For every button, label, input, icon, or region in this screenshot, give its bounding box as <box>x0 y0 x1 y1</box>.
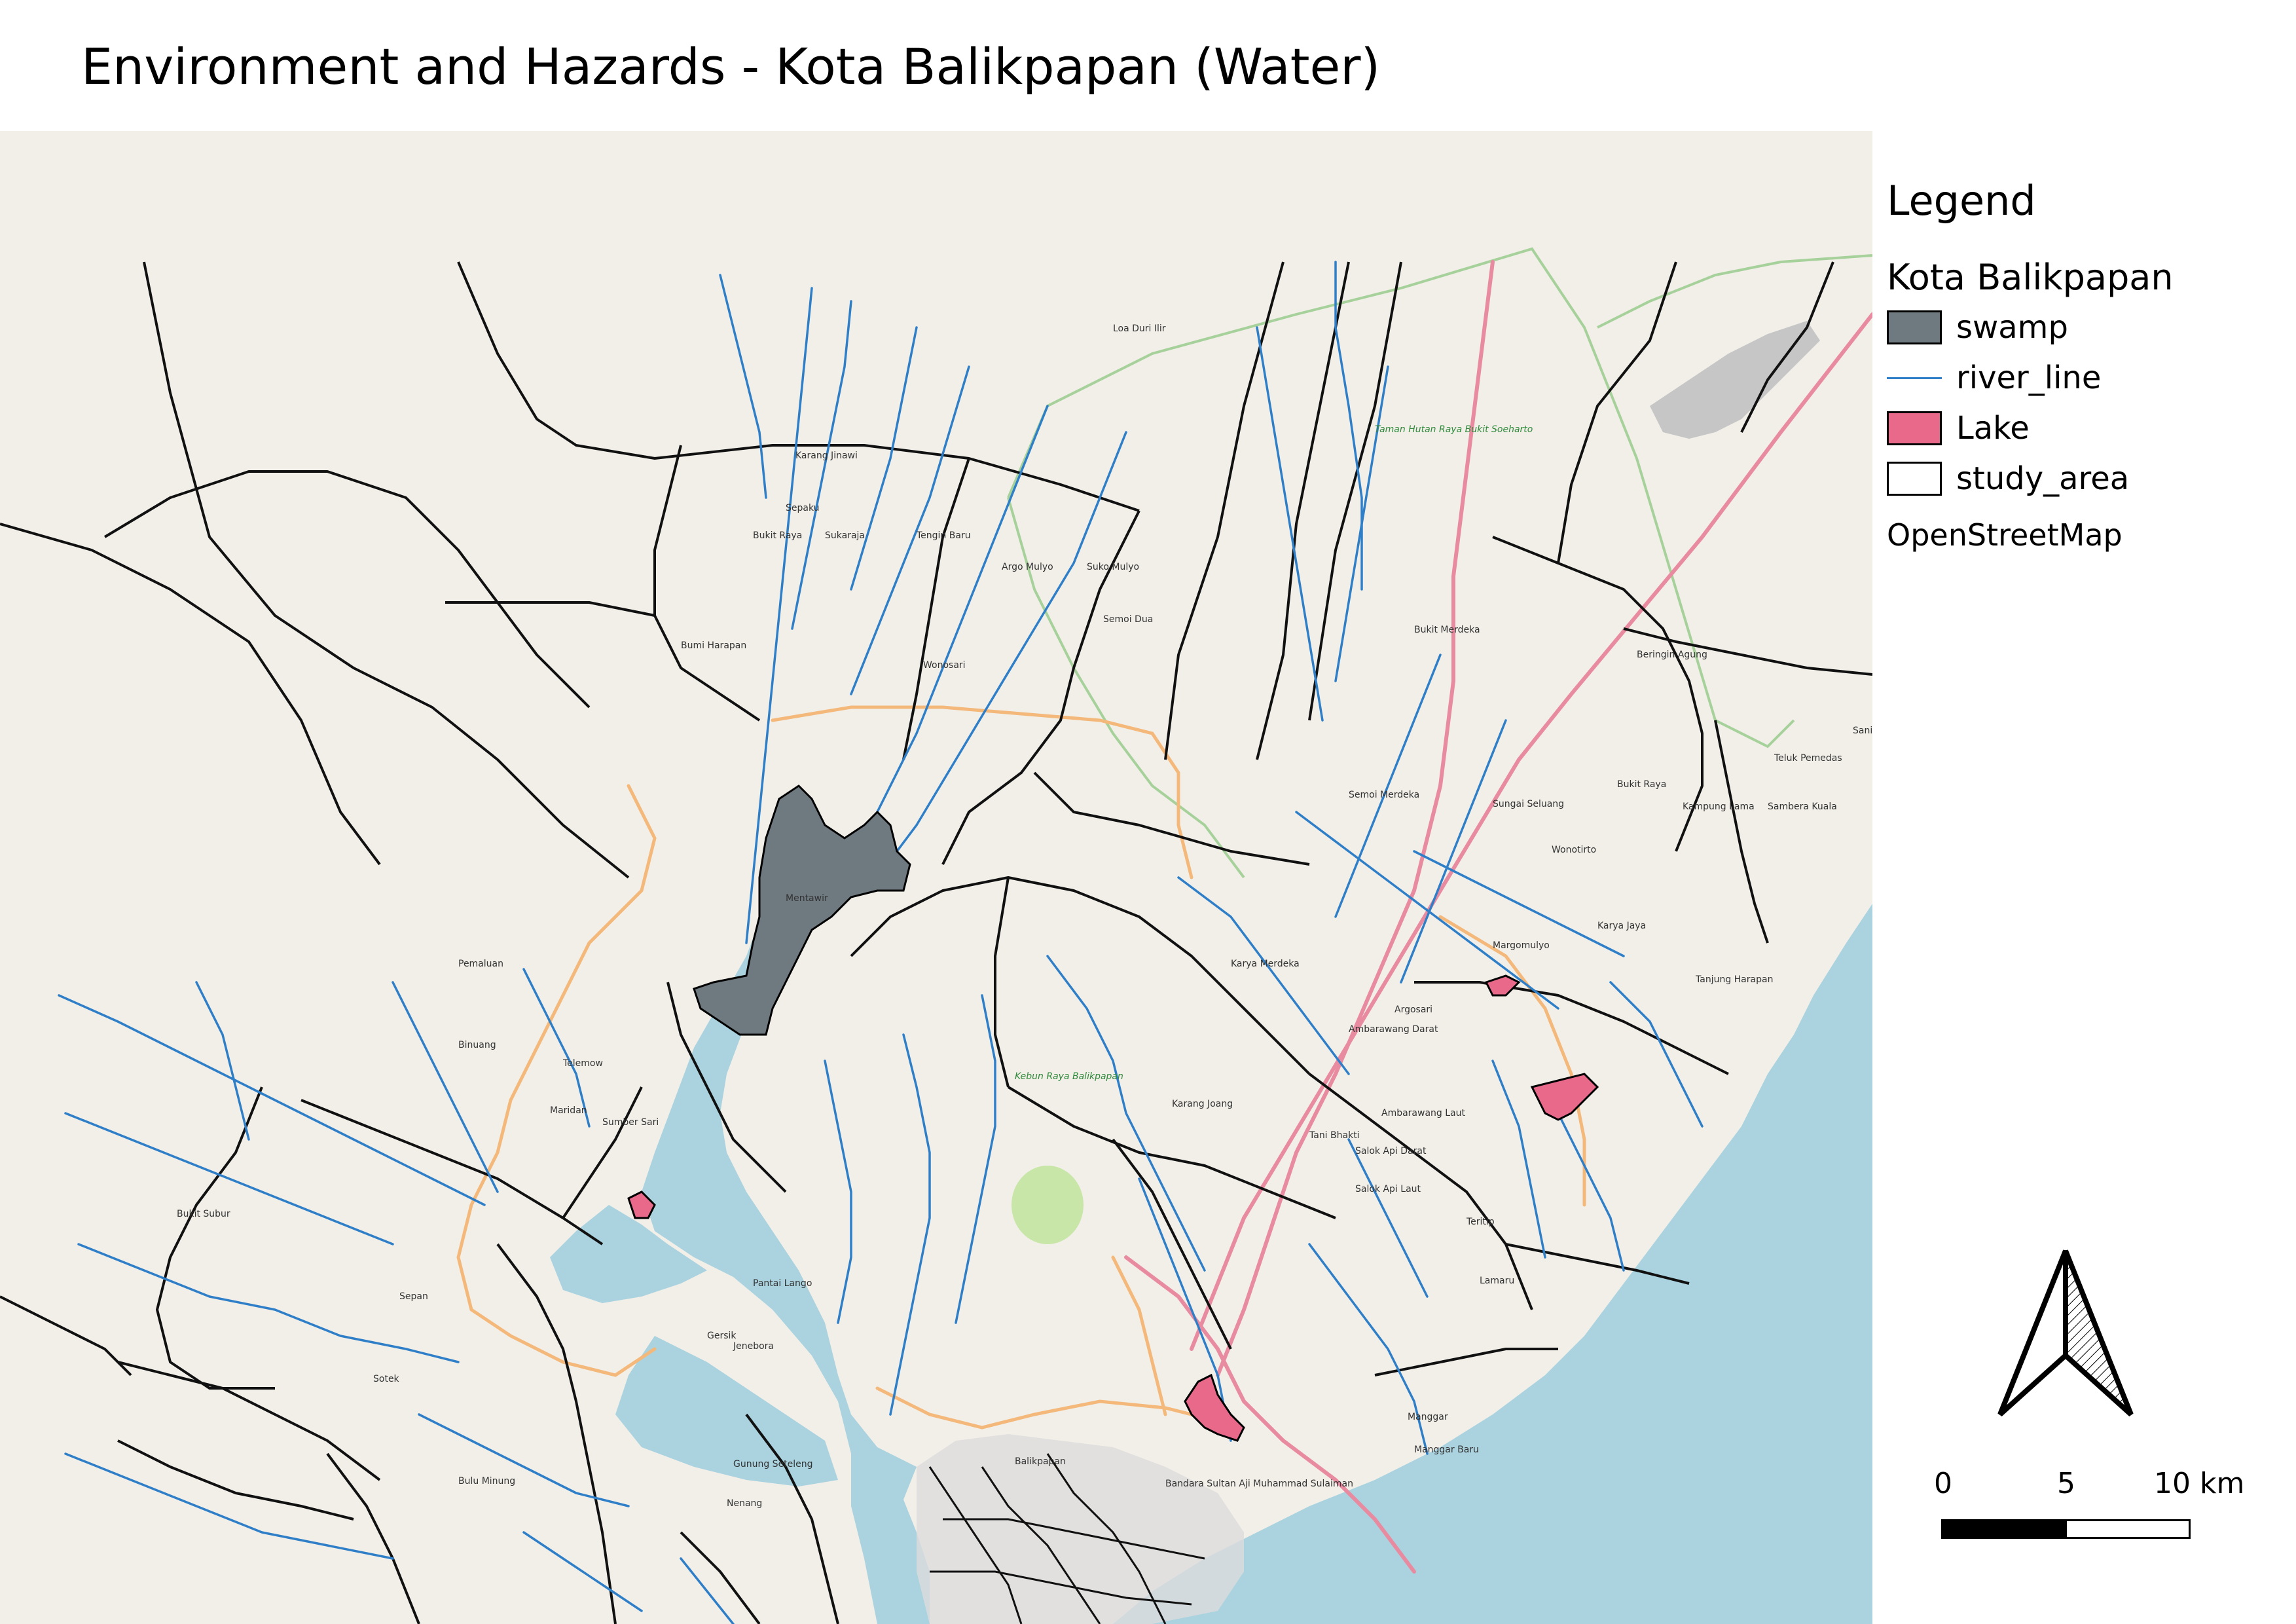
map-title: Environment and Hazards - Kota Balikpapa… <box>81 37 1381 96</box>
place-label: Wonotirto <box>1552 845 1596 855</box>
place-label: Argo Mulyo <box>1002 562 1053 572</box>
place-label: Sanipah <box>1853 726 1872 736</box>
place-label: Sambera Kuala <box>1768 802 1837 812</box>
place-label: Teluk Pemedas <box>1774 753 1842 764</box>
bay-south-arm <box>615 1336 838 1486</box>
place-label: Beringin Agung <box>1637 650 1707 660</box>
legend-item-study-area: study_area <box>1887 459 2129 498</box>
bay-area <box>642 904 930 1624</box>
legend-item-swamp: swamp <box>1887 308 2068 347</box>
botanic-garden-area <box>1011 1166 1084 1244</box>
lake-swatch-icon <box>1887 411 1942 445</box>
place-label: Sukaraja <box>825 530 865 541</box>
place-label: Sepaku <box>786 503 820 513</box>
legend-item-label: river_line <box>1956 360 2102 396</box>
place-label: Bukit Merdeka <box>1414 625 1480 635</box>
place-label: Bukit Raya <box>1617 779 1666 790</box>
place-label: Tani Bhakti <box>1309 1130 1360 1141</box>
swamp-swatch-icon <box>1887 310 1942 344</box>
study-area-swatch-icon <box>1887 462 1942 496</box>
map-svg: Loa Duri Ilir Karang Jinawi Sepaku Bukit Ra… <box>0 131 1872 1624</box>
legend-group-label: Kota Balikpapan <box>1887 257 2174 298</box>
place-label: Karya Merdeka <box>1231 959 1300 969</box>
place-label: Kampung Lama <box>1683 802 1755 812</box>
place-label: Sotek <box>373 1374 400 1384</box>
place-label: Tengin Baru <box>916 530 971 541</box>
place-label: Karang Jinawi <box>795 451 858 461</box>
place-label: Taman Hutan Raya Bukit Soeharto <box>1375 424 1533 435</box>
place-label: Jenebora <box>733 1341 774 1352</box>
place-label: Karang Joang <box>1172 1099 1233 1109</box>
place-label: Loa Duri Ilir <box>1113 323 1166 334</box>
place-label: Salok Api Laut <box>1355 1184 1421 1194</box>
place-label: Bandara Sultan Aji Muhammad Sulaiman <box>1165 1479 1353 1489</box>
sea-area <box>1113 904 1872 1624</box>
place-label: Pantai Lango <box>753 1278 812 1289</box>
place-label: Lamaru <box>1480 1276 1514 1286</box>
place-labels: Loa Duri Ilir Karang Jinawi Sepaku Bukit Ra… <box>177 323 1872 1509</box>
map-canvas[interactable]: Loa Duri Ilir Karang Jinawi Sepaku Bukit Ra… <box>0 131 1872 1624</box>
lake-area <box>1530 1073 1599 1121</box>
lake-area <box>1484 974 1521 997</box>
place-label: Sungai Seluang <box>1493 799 1564 809</box>
river-line-swatch-icon <box>1887 361 1942 395</box>
place-label: Pemaluan <box>458 959 503 969</box>
place-label: Wonosari <box>923 660 966 671</box>
place-label: Bumi Harapan <box>681 640 746 651</box>
place-label: Bukit Raya <box>753 530 802 541</box>
roads <box>456 705 1586 1430</box>
place-label: Balikpapan <box>1015 1456 1066 1467</box>
place-label: Maridan <box>550 1105 587 1116</box>
place-label: Margomulyo <box>1493 940 1550 951</box>
place-label: Semoi Dua <box>1103 614 1153 625</box>
main-roads <box>1124 260 1872 1574</box>
place-label: Nenang <box>727 1498 762 1509</box>
place-label: Tanjung Harapan <box>1695 974 1773 985</box>
place-label: Salok Api Darat <box>1355 1146 1427 1156</box>
place-label: Argosari <box>1394 1005 1432 1015</box>
scale-segment-black <box>1941 1519 2067 1539</box>
place-label: Telemow <box>562 1058 603 1069</box>
place-label: Sumber Sari <box>602 1117 659 1128</box>
place-label: Karya Jaya <box>1597 921 1646 931</box>
legend-item-label: study_area <box>1956 460 2130 497</box>
place-label: Sepan <box>399 1291 428 1302</box>
place-label: Teritip <box>1466 1217 1495 1227</box>
legend-title: Legend <box>1887 177 2036 225</box>
study-area-boundaries <box>0 261 1872 1624</box>
urban-district-boundaries <box>928 1453 1205 1624</box>
place-label: Bulu Minung <box>458 1476 515 1486</box>
place-label: Kebun Raya Balikpapan <box>1015 1071 1123 1082</box>
lake-area <box>627 1190 656 1219</box>
scale-label-5: 5 <box>2057 1467 2075 1500</box>
place-label: Gersik <box>707 1331 737 1341</box>
bay-west-lobe <box>550 1205 707 1303</box>
place-label: Binuang <box>458 1040 496 1050</box>
place-label: Manggar <box>1408 1412 1448 1422</box>
mining-area <box>1650 321 1820 439</box>
legend-item-label: swamp <box>1956 309 2068 346</box>
scale-label-10: 10 km <box>2154 1467 2245 1500</box>
place-label: Gunung Seteleng <box>733 1459 813 1469</box>
swamp-area <box>693 784 911 1036</box>
place-label: Ambarawang Darat <box>1349 1024 1438 1035</box>
scale-label-0: 0 <box>1934 1467 1952 1500</box>
park-boundaries <box>1007 247 1872 879</box>
place-label: Bukit Subur <box>177 1209 230 1219</box>
legend-item-label: Lake <box>1956 410 2030 447</box>
basemap-label: OpenStreetMap <box>1887 517 2123 553</box>
place-label: Suko Mulyo <box>1087 562 1139 572</box>
place-label: Ambarawang Laut <box>1381 1108 1466 1118</box>
lake-area <box>1184 1373 1245 1442</box>
rivers <box>58 261 1704 1624</box>
place-label: Mentawir <box>786 893 828 904</box>
legend-item-lake: Lake <box>1887 409 2030 448</box>
place-label: Semoi Merdeka <box>1349 790 1419 800</box>
legend-item-river-line: river_line <box>1887 358 2101 397</box>
place-label: Manggar Baru <box>1414 1445 1479 1455</box>
urban-area <box>917 1434 1244 1624</box>
scale-segment-white <box>2065 1519 2191 1539</box>
north-arrow-icon <box>1997 1249 2134 1416</box>
